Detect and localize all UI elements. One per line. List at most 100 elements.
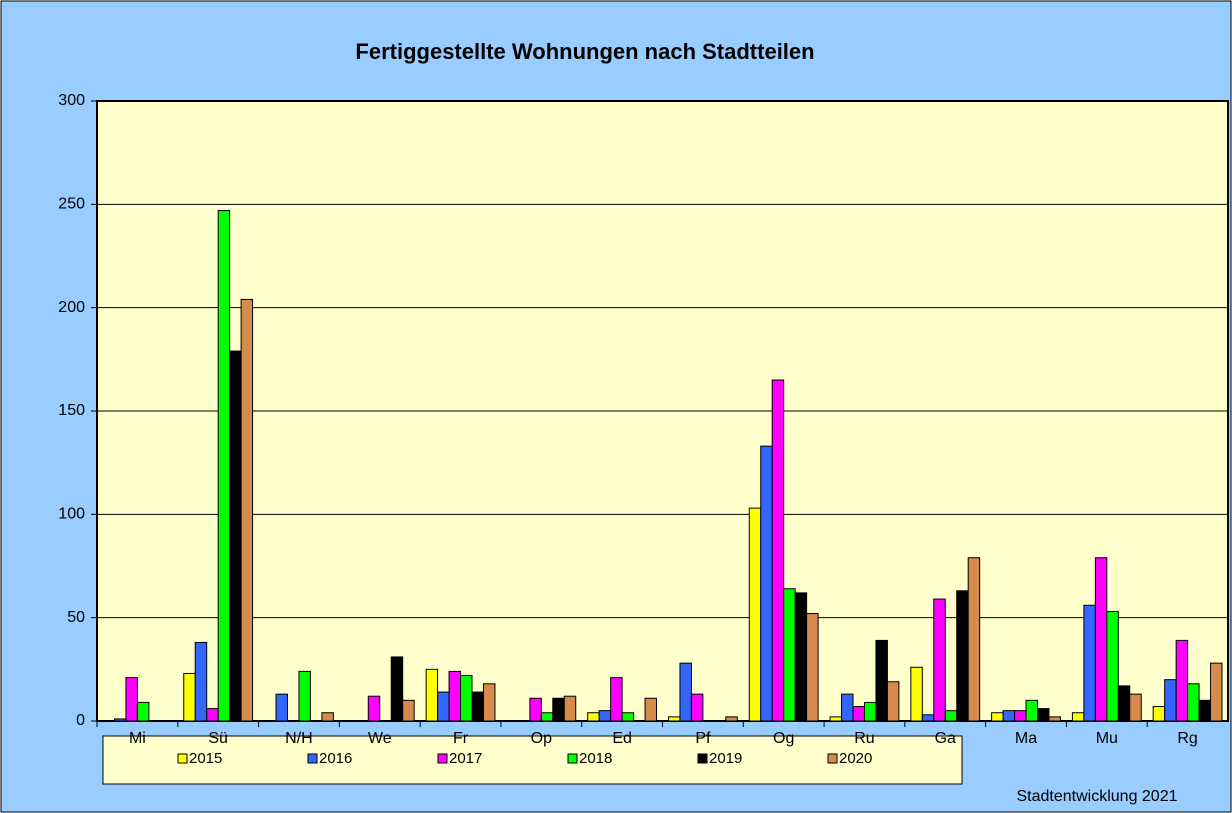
bar (298, 670, 311, 722)
x-tick-label: We (368, 730, 392, 747)
bar (229, 350, 242, 722)
legend-swatch (827, 753, 838, 764)
bar (1187, 683, 1200, 722)
bar (621, 712, 635, 722)
x-tick-label: Og (773, 730, 794, 747)
x-tick-label: Rg (1177, 730, 1197, 747)
x-tick-label: N/H (285, 730, 313, 747)
bar (1106, 610, 1119, 722)
bar (529, 697, 542, 722)
legend-label: 2018 (579, 750, 612, 767)
x-tick-label: Sü (208, 730, 228, 747)
legend-label: 2020 (839, 750, 872, 767)
bar (1129, 693, 1142, 722)
bar (690, 693, 704, 722)
bar (644, 697, 658, 722)
y-tick-label: 50 (67, 609, 85, 626)
legend-label: 2017 (449, 750, 482, 767)
bar (275, 693, 288, 722)
bar (1117, 685, 1131, 722)
legend-label: 2015 (189, 750, 222, 767)
bar (794, 592, 808, 722)
bar (540, 712, 554, 722)
x-tick-label: Mi (129, 730, 146, 747)
bar (563, 695, 577, 722)
y-tick-label: 300 (58, 92, 85, 109)
legend (102, 735, 963, 785)
bar (667, 716, 681, 722)
bar (217, 210, 231, 722)
bar (1048, 716, 1061, 722)
bar (136, 701, 150, 722)
y-tick-label: 200 (58, 299, 85, 316)
legend-label: 2019 (709, 750, 742, 767)
legend-swatch (177, 753, 188, 764)
bar (991, 712, 1004, 722)
legend-swatch (307, 753, 318, 764)
bar (806, 613, 819, 722)
bar (460, 675, 473, 722)
bar (1025, 699, 1039, 722)
legend-swatch (567, 753, 578, 764)
bar (1164, 679, 1177, 722)
bar (956, 590, 969, 722)
y-tick-label: 150 (58, 402, 85, 419)
bar (587, 712, 600, 722)
bar (183, 672, 196, 722)
bar (402, 699, 415, 722)
bar (748, 507, 762, 722)
bar (390, 656, 404, 722)
legend-swatch (697, 753, 708, 764)
bar (552, 697, 565, 722)
y-tick-label: 100 (58, 506, 85, 523)
chart-title: Fertiggestellte Wohnungen nach Stadtteil… (355, 39, 814, 64)
bar (482, 683, 496, 722)
bar (1175, 639, 1189, 722)
bar (448, 670, 462, 722)
bar (1071, 712, 1085, 722)
x-tick-label: Ga (935, 730, 956, 747)
bar (425, 668, 439, 722)
bar (610, 677, 623, 722)
bar (760, 445, 773, 722)
bar (1210, 662, 1223, 722)
bar (1083, 604, 1096, 722)
x-tick-label: Ed (612, 730, 632, 747)
bar (598, 710, 612, 722)
x-tick-label: Fr (453, 730, 469, 747)
bar (367, 695, 381, 722)
bar (933, 598, 946, 722)
y-tick-label: 0 (76, 712, 85, 729)
bar (944, 710, 958, 722)
x-tick-label: Mu (1096, 730, 1118, 747)
bar (852, 706, 865, 722)
bar (1152, 706, 1166, 722)
bar (967, 557, 981, 722)
bar (194, 641, 208, 722)
x-tick-label: Op (531, 730, 552, 747)
bar (863, 701, 877, 722)
bar (829, 716, 843, 722)
bar (1014, 710, 1027, 722)
x-tick-label: Ma (1015, 730, 1037, 747)
x-tick-label: Ru (854, 730, 874, 747)
bar (679, 662, 692, 722)
bar (783, 588, 796, 722)
bar (725, 716, 738, 722)
bar (771, 379, 785, 722)
bar (321, 712, 334, 722)
note: Stadtentwicklung 2021 (1017, 788, 1178, 805)
bar (921, 714, 935, 722)
bar (1037, 708, 1050, 722)
bar (886, 681, 900, 722)
bar (1198, 699, 1212, 722)
bar (471, 691, 484, 722)
bar (910, 666, 923, 722)
bar (240, 298, 254, 722)
bar (1002, 710, 1016, 722)
bar (841, 693, 854, 722)
bar (113, 718, 127, 722)
bar (1094, 557, 1108, 722)
bar (206, 708, 219, 722)
